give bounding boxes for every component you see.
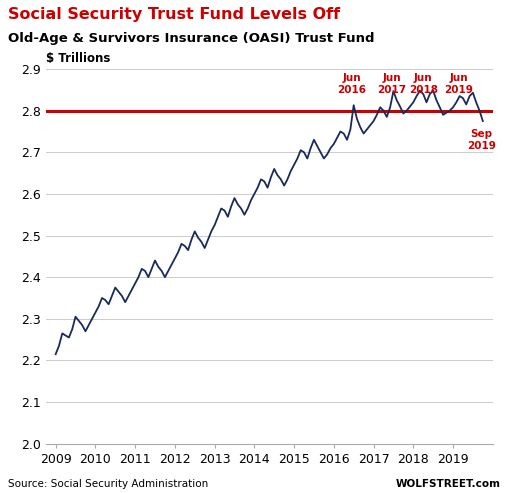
Text: Source: Social Security Administration: Source: Social Security Administration bbox=[8, 479, 208, 489]
Text: Old-Age & Survivors Insurance (OASI) Trust Fund: Old-Age & Survivors Insurance (OASI) Tru… bbox=[8, 32, 374, 45]
Text: Sep
2019: Sep 2019 bbox=[467, 129, 496, 151]
Text: Jun
2018: Jun 2018 bbox=[409, 73, 438, 95]
Text: $ Trillions: $ Trillions bbox=[46, 52, 110, 65]
Text: WOLFSTREET.com: WOLFSTREET.com bbox=[395, 479, 500, 489]
Text: Social Security Trust Fund Levels Off: Social Security Trust Fund Levels Off bbox=[8, 7, 340, 22]
Text: Jun
2017: Jun 2017 bbox=[377, 73, 406, 95]
Text: Jun
2016: Jun 2016 bbox=[338, 73, 367, 95]
Text: Jun
2019: Jun 2019 bbox=[444, 73, 473, 95]
